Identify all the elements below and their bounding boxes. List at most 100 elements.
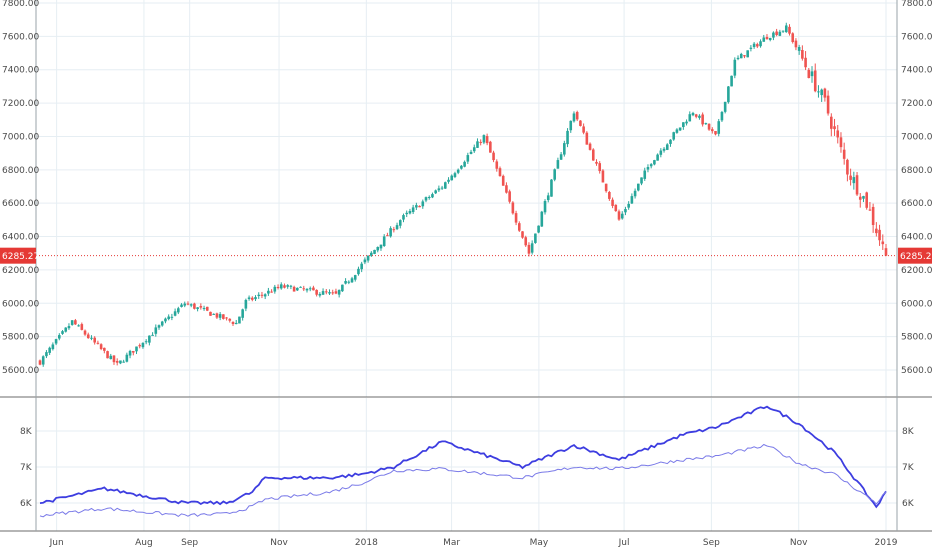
candle-body (289, 285, 293, 287)
time-axis-label: 2018 (355, 538, 378, 548)
price-axis-label-left: 7400.00 (2, 66, 39, 76)
candle-body (353, 275, 357, 280)
candle-body (781, 30, 785, 32)
candle-body (167, 316, 170, 320)
candle-body (286, 285, 289, 287)
candle-body (267, 290, 270, 294)
candle-body (823, 88, 827, 98)
candle-body (797, 47, 801, 51)
candle-body (653, 160, 656, 165)
candle-body (395, 225, 399, 230)
candle-body (283, 285, 286, 288)
indicator-lines (39, 405, 887, 518)
time-axis-label: Sep (181, 538, 198, 548)
candle-body (299, 286, 302, 288)
candle-body (637, 183, 640, 191)
candle-body (537, 225, 540, 233)
candle-body (241, 309, 244, 318)
candle-body (579, 120, 582, 126)
candle-body (662, 148, 666, 151)
candle-body (234, 322, 238, 325)
candle-body (131, 350, 135, 353)
candle-body (508, 191, 511, 202)
candle-body (569, 120, 573, 131)
candle-body (479, 141, 482, 143)
candle-body (794, 40, 798, 48)
candle-body (765, 37, 769, 40)
candle-body (212, 313, 216, 315)
candle-body (733, 59, 737, 76)
candle-body (543, 201, 547, 213)
candle-body (707, 123, 711, 130)
candle-body (611, 199, 614, 206)
candle-body (556, 160, 560, 169)
candle-body (604, 183, 608, 192)
candle-body (80, 324, 84, 330)
candle-body (48, 347, 51, 353)
candle-body (566, 130, 569, 145)
candle-body (199, 306, 203, 308)
price-axis-label-right: 6200.00 (901, 266, 932, 276)
candle-body (598, 163, 602, 172)
candle-body (38, 360, 42, 365)
candle-body (791, 33, 795, 43)
candle-body (595, 161, 598, 164)
candle-body (373, 249, 376, 254)
candle-body (739, 53, 743, 59)
candle-body (170, 316, 174, 318)
candle-body (437, 188, 441, 191)
candle-body (546, 195, 550, 201)
candle-body (678, 127, 682, 131)
candle-body (257, 294, 261, 296)
candle-body (563, 143, 566, 155)
candle-body (106, 351, 109, 359)
price-axis-label-left: 7600.00 (2, 32, 39, 42)
candle-body (331, 292, 335, 294)
candle-body (649, 164, 653, 167)
candle-body (736, 57, 740, 60)
candle-body (180, 304, 183, 307)
candle-body (492, 152, 495, 161)
candle-body (727, 86, 730, 103)
candle-body (334, 291, 338, 294)
candle-body (620, 213, 624, 219)
price-axis-label-right: 6400.00 (901, 233, 932, 243)
candle-body (157, 325, 161, 328)
candle-body (202, 308, 206, 310)
candle-body (489, 141, 492, 153)
candle-body (875, 228, 878, 234)
candle-body (813, 70, 817, 92)
candle-body (768, 37, 772, 40)
candle-body (801, 50, 804, 59)
candle-body (527, 244, 531, 254)
candle-body (450, 175, 454, 181)
candle-body (228, 318, 232, 321)
candle-body (743, 55, 746, 57)
candle-body (453, 173, 457, 177)
candle-body (350, 278, 354, 283)
candle-body (659, 150, 663, 155)
candle-body (148, 335, 151, 343)
time-axis-label: Aug (135, 538, 153, 548)
candle-body (115, 360, 119, 363)
candle-body (524, 237, 528, 246)
price-axis-label-left: 6000.00 (2, 299, 39, 309)
candle-body (67, 326, 71, 329)
candle-body (189, 304, 193, 306)
candle-body (398, 220, 402, 226)
candle-body (849, 175, 852, 180)
candle-body (521, 231, 524, 238)
candle-body (472, 147, 476, 152)
candle-body (177, 308, 180, 313)
candle-body (691, 112, 695, 116)
candle-body (717, 121, 721, 134)
candle-body (186, 303, 190, 305)
price-axis-label-right: 7600.00 (901, 32, 932, 42)
last-price-badge-left (0, 247, 36, 264)
candle-body (440, 187, 444, 189)
price-axis-labels: 5600.00 5600.00 5800.00 5800.00 6000.00 6000.… (2, 0, 932, 509)
time-axis-label: Jun (49, 538, 64, 548)
candle-body (402, 215, 405, 220)
